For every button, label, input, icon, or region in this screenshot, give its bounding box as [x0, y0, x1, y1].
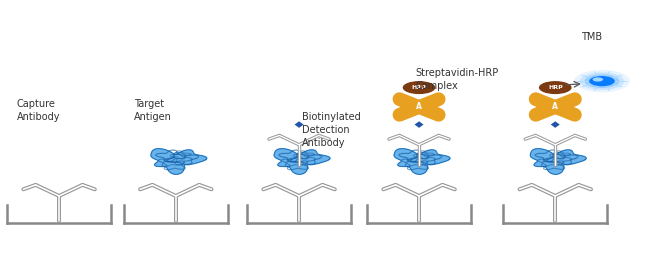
Circle shape	[584, 74, 619, 88]
Text: HRP: HRP	[548, 85, 563, 90]
Circle shape	[589, 76, 615, 86]
Polygon shape	[415, 121, 424, 128]
Text: A: A	[552, 102, 558, 112]
Circle shape	[580, 72, 624, 90]
Text: TMB: TMB	[581, 32, 603, 42]
Text: Biotinylated
Detection
Antibody: Biotinylated Detection Antibody	[302, 112, 361, 148]
Circle shape	[574, 70, 630, 92]
Polygon shape	[151, 149, 207, 174]
Circle shape	[403, 81, 436, 94]
Polygon shape	[530, 149, 586, 174]
Text: HRP: HRP	[411, 85, 426, 90]
Text: A: A	[416, 102, 422, 112]
Polygon shape	[294, 121, 304, 128]
Text: Target
Antigen: Target Antigen	[134, 99, 172, 122]
Text: Capture
Antibody: Capture Antibody	[17, 99, 60, 122]
Polygon shape	[394, 149, 450, 174]
Polygon shape	[551, 121, 560, 128]
Circle shape	[539, 81, 571, 94]
Circle shape	[593, 77, 603, 82]
Polygon shape	[274, 149, 330, 174]
Text: Streptavidin-HRP
Complex: Streptavidin-HRP Complex	[416, 68, 499, 91]
